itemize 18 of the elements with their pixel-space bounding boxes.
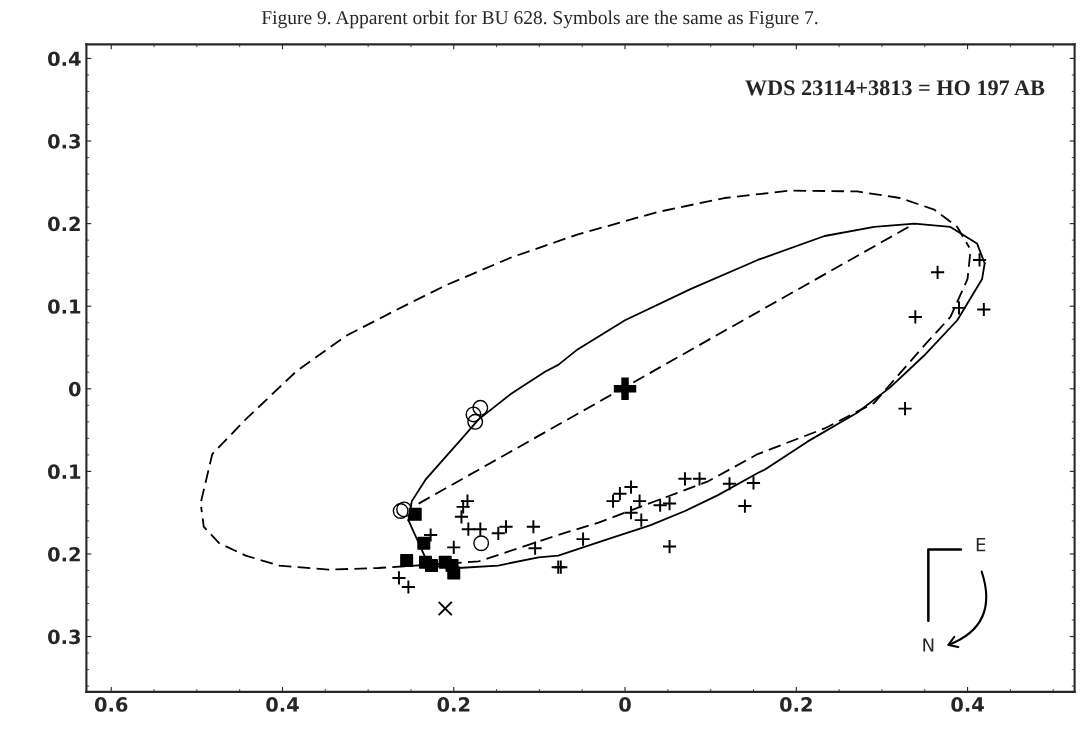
annotation: WDS 23114+3813 = HO 197 AB (745, 80, 1045, 96)
x-tick-label: 0 (619, 697, 631, 712)
x-tick-label: 0.2 (780, 697, 812, 712)
y-tick-label: 0.3 (48, 133, 80, 149)
chart-title: Figure 9. Apparent orbit for BU 628. Symbols are the same as Figure 7. (261, 10, 818, 29)
annotation: E (976, 538, 986, 552)
x-tick-label: 0.2 (437, 697, 470, 712)
y-tick-label: 0.2 (48, 216, 80, 232)
y-tick-label: 0.1 (48, 299, 81, 314)
y-tick-label: 0.1 (48, 464, 81, 480)
y-tick-label: 0.2 (48, 546, 80, 562)
x-tick-label: 0.6 (94, 697, 128, 712)
x-tick-label: 0.4 (266, 697, 299, 712)
y-tick-label: 0 (68, 381, 81, 397)
x-tick-label: 0.4 (951, 697, 984, 712)
y-tick-label: 0.4 (48, 51, 81, 67)
y-tick-label: 0.3 (48, 629, 80, 645)
annotation: N (923, 638, 934, 652)
